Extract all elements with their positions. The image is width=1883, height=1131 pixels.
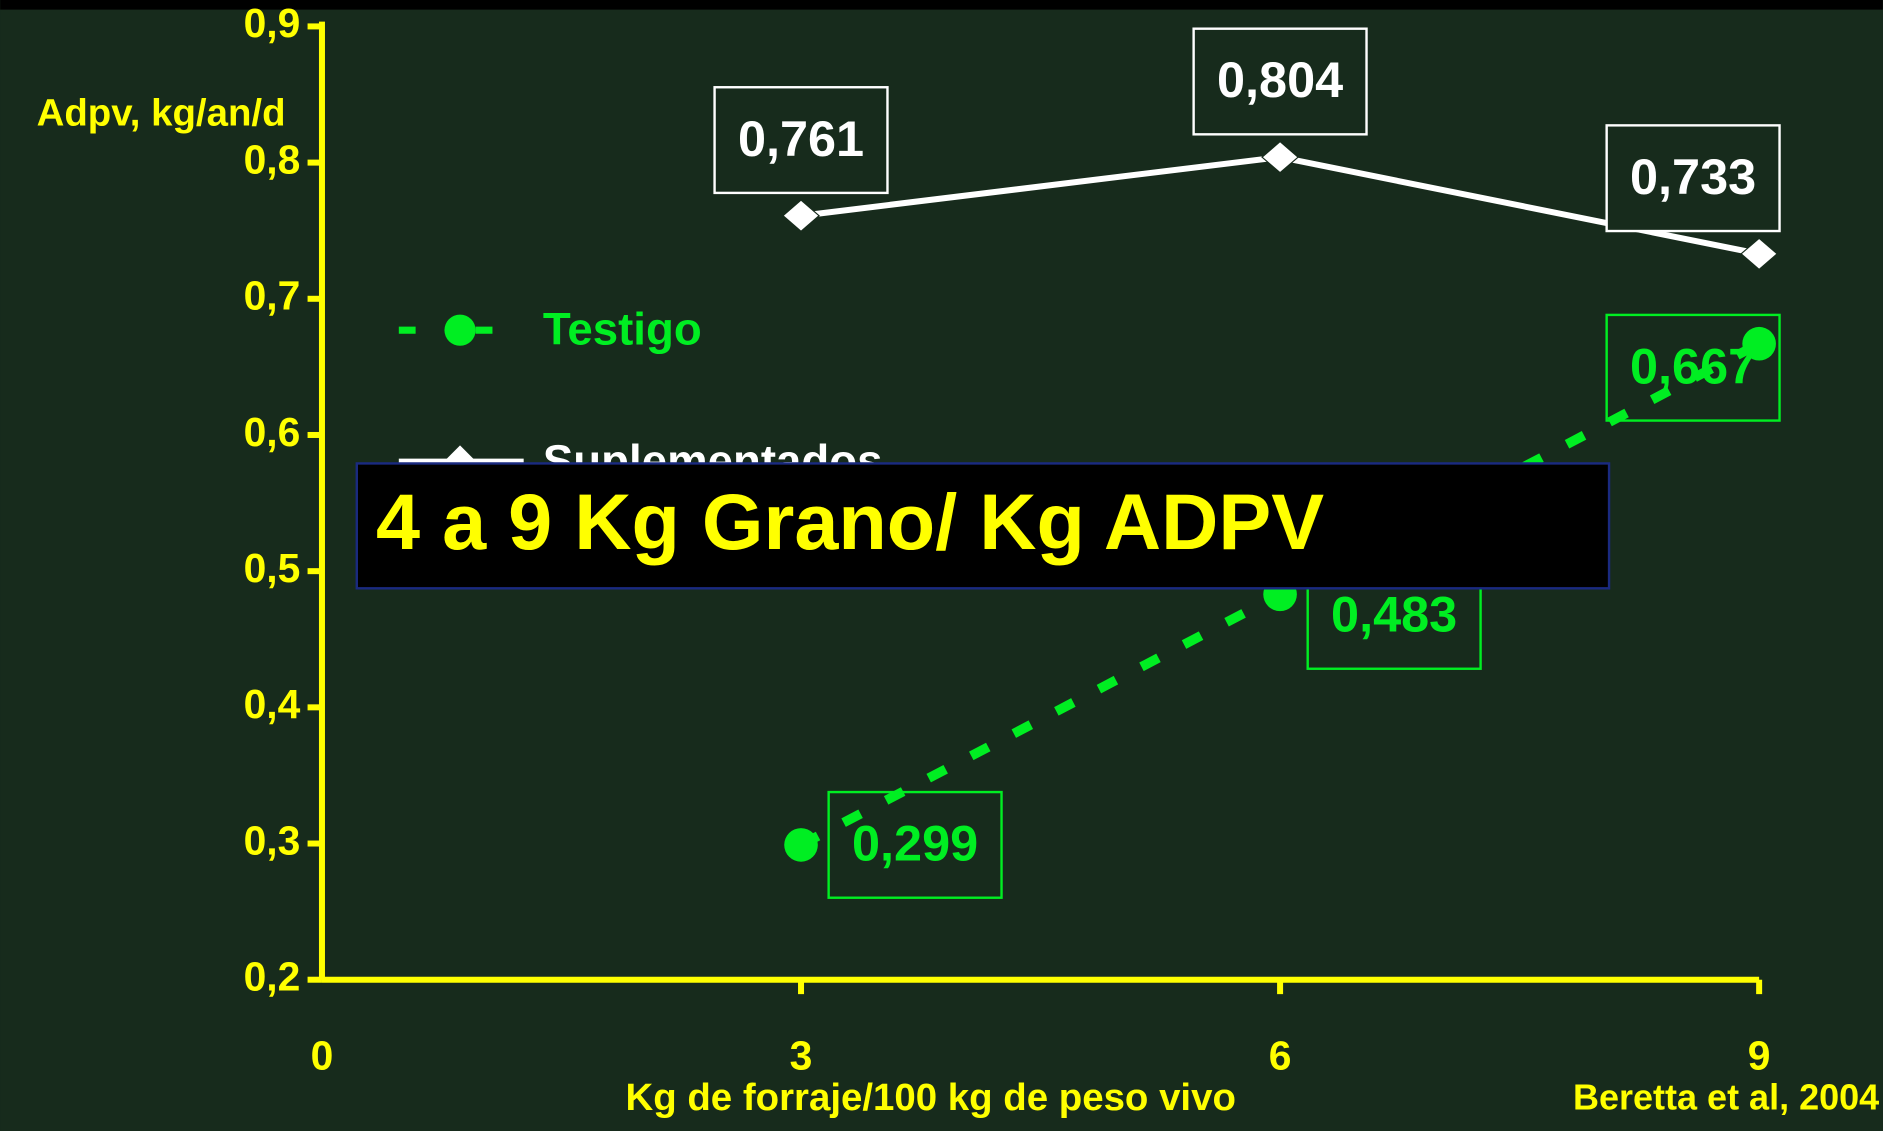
value-label-box: [827, 790, 1003, 899]
annotation: 4 a 9 Kg Grano/ Kg ADPV: [376, 477, 1324, 566]
value-label-box: [713, 86, 889, 195]
value-label: 0,761: [738, 110, 864, 167]
x-tick-label: 0: [311, 1033, 334, 1079]
y-tick-label: 0,8: [244, 136, 301, 182]
top-bar: [0, 0, 1883, 10]
source: Beretta et al, 2004: [1573, 1076, 1879, 1117]
x-axis-label: Kg de forraje/100 kg de peso vivo: [625, 1076, 1235, 1119]
point: [1742, 326, 1776, 361]
y-tick-label: 0,4: [244, 681, 301, 727]
point: [1740, 237, 1779, 271]
value-label: 0,483: [1331, 586, 1457, 643]
value-label: 0,733: [1630, 148, 1756, 205]
value-label: 0,299: [852, 815, 978, 872]
legend-marker: [444, 314, 476, 346]
value-label-box: [1605, 124, 1781, 233]
point: [1261, 140, 1300, 174]
y-tick-label: 0,3: [244, 817, 301, 863]
y-tick-label: 0,5: [244, 545, 301, 591]
value-label-box: [1605, 313, 1781, 422]
x-tick-label: 3: [790, 1033, 813, 1079]
x-tick-label: 6: [1269, 1033, 1292, 1079]
legend-label: Testigo: [543, 304, 702, 355]
annotation-box: [355, 462, 1611, 590]
y-tick-label: 0,9: [244, 0, 301, 46]
point: [782, 199, 820, 233]
y-axis-label: Adpv, kg/an/d: [37, 91, 286, 134]
value-label-box: [1192, 27, 1368, 136]
y-tick-label: 0,2: [244, 954, 301, 1000]
point: [784, 828, 818, 862]
x-tick-label: 9: [1748, 1033, 1771, 1079]
y-tick-label: 0,7: [244, 273, 301, 319]
value-label: 0,804: [1217, 51, 1343, 108]
value-label: 0,667: [1630, 337, 1756, 394]
y-tick-label: 0,6: [244, 409, 301, 455]
